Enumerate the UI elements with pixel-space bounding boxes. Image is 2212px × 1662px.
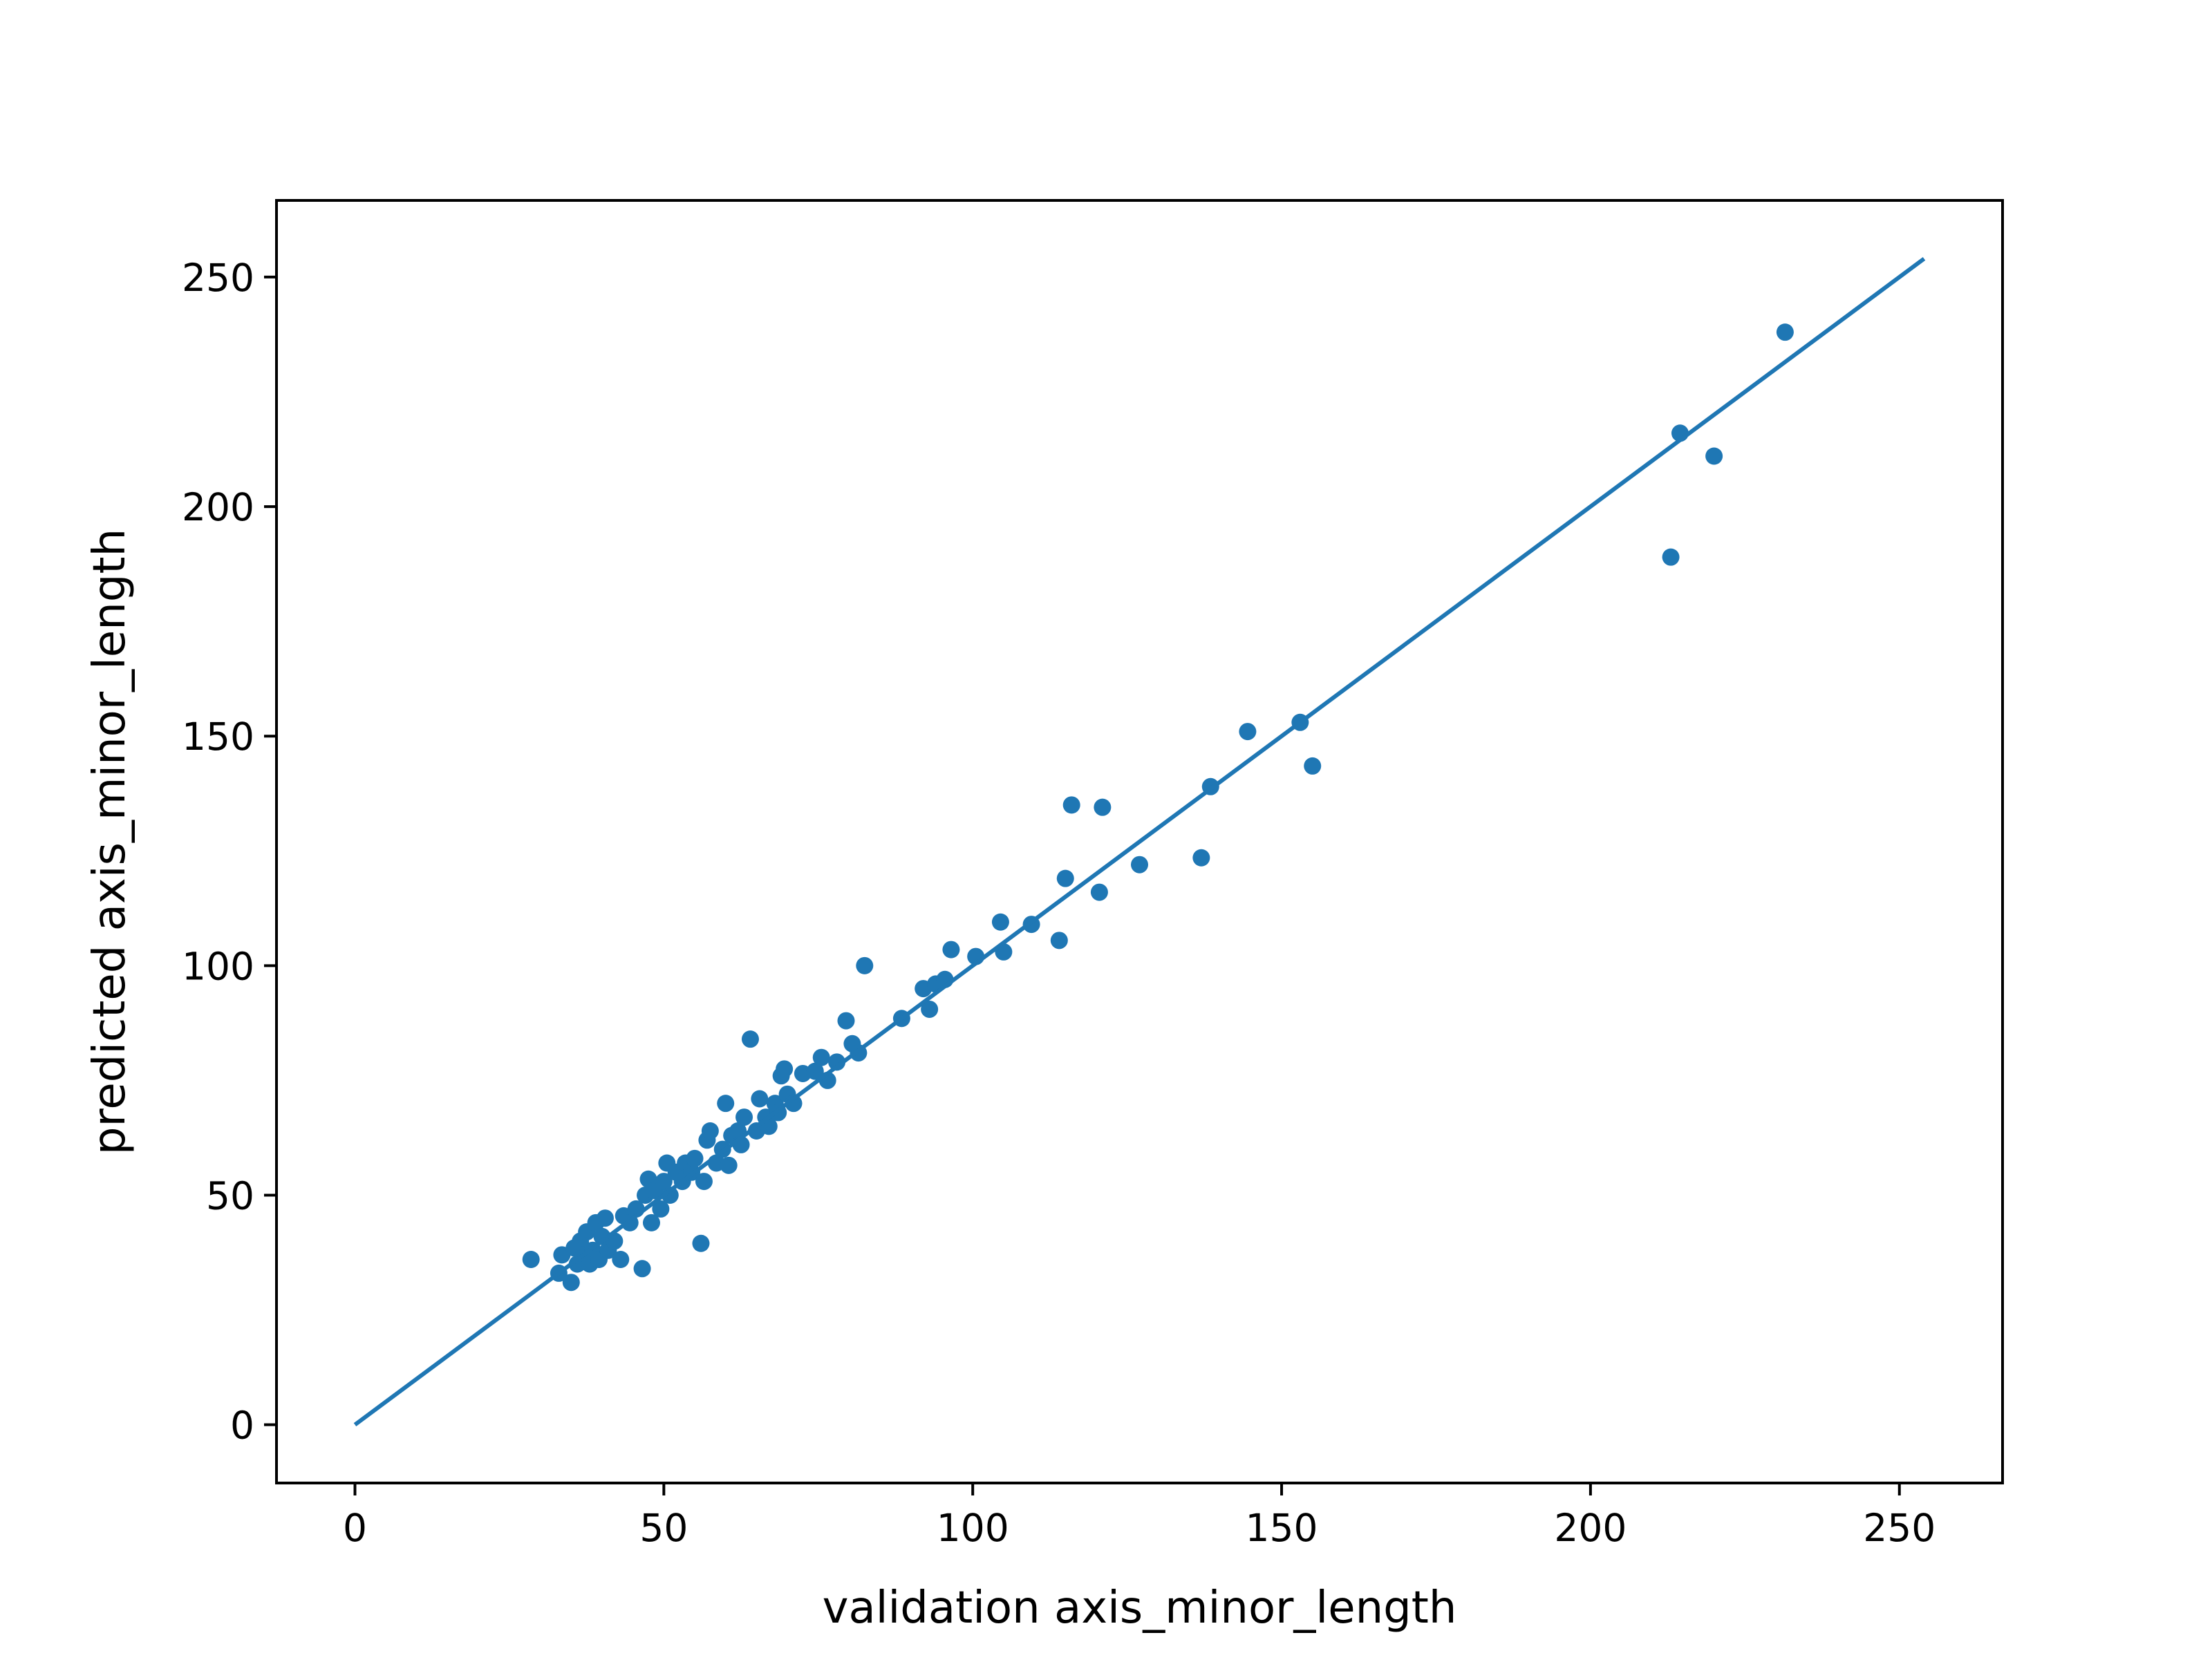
data-point xyxy=(1062,796,1080,814)
data-point xyxy=(785,1095,803,1113)
x-tick-label: 50 xyxy=(639,1506,688,1550)
data-point xyxy=(828,1053,846,1071)
data-point xyxy=(1056,869,1074,887)
data-point xyxy=(1131,856,1148,874)
data-point xyxy=(812,1048,830,1066)
data-point xyxy=(806,1062,824,1080)
data-point xyxy=(652,1200,670,1218)
data-point xyxy=(612,1250,630,1268)
data-point xyxy=(1050,932,1068,950)
y-tick-label: 250 xyxy=(182,256,254,300)
data-point xyxy=(720,1156,738,1174)
identity-line xyxy=(353,256,1926,1427)
data-point xyxy=(776,1060,794,1078)
data-point xyxy=(717,1095,735,1113)
data-point xyxy=(692,1234,710,1252)
data-point xyxy=(942,941,960,959)
x-tick-label: 250 xyxy=(1863,1506,1936,1550)
data-point xyxy=(1239,723,1257,741)
data-point xyxy=(1090,883,1108,901)
x-tick-label: 150 xyxy=(1246,1506,1318,1550)
axes-frame xyxy=(275,199,2004,1484)
data-point xyxy=(1304,757,1322,775)
data-point xyxy=(686,1149,704,1167)
data-point xyxy=(735,1108,753,1126)
x-tick-label: 100 xyxy=(937,1506,1009,1550)
x-axis: 0 50 100 150 200 250 xyxy=(343,1483,1936,1550)
data-point xyxy=(751,1090,769,1108)
y-tick-label: 100 xyxy=(182,944,254,988)
data-point xyxy=(991,913,1009,931)
data-point xyxy=(1705,447,1723,465)
x-tick-label: 0 xyxy=(343,1506,367,1550)
data-point xyxy=(1776,323,1794,341)
data-point xyxy=(921,1000,939,1018)
y-tick-label: 150 xyxy=(182,715,254,759)
x-tick-label: 200 xyxy=(1554,1506,1627,1550)
data-point xyxy=(856,956,874,974)
data-point xyxy=(633,1260,651,1278)
data-point xyxy=(596,1209,614,1227)
y-axis: 0 50 100 150 200 250 xyxy=(182,256,276,1448)
data-point xyxy=(522,1250,540,1268)
data-point xyxy=(642,1214,660,1231)
data-point xyxy=(695,1173,713,1191)
data-point xyxy=(1662,548,1680,566)
data-point xyxy=(741,1030,759,1048)
plot-marks xyxy=(353,256,1926,1427)
data-point xyxy=(661,1186,679,1204)
data-point xyxy=(837,1012,855,1030)
y-tick-label: 50 xyxy=(206,1173,254,1218)
data-point xyxy=(701,1122,719,1140)
data-point xyxy=(562,1274,580,1292)
y-tick-label: 0 xyxy=(230,1404,254,1448)
data-point xyxy=(1192,849,1210,867)
data-point xyxy=(655,1173,673,1191)
data-point xyxy=(1094,798,1112,816)
y-axis-label: predicted axis_minor_length xyxy=(84,529,135,1155)
x-axis-label: validation axis_minor_length xyxy=(823,1583,1457,1634)
y-tick-label: 200 xyxy=(182,485,254,529)
